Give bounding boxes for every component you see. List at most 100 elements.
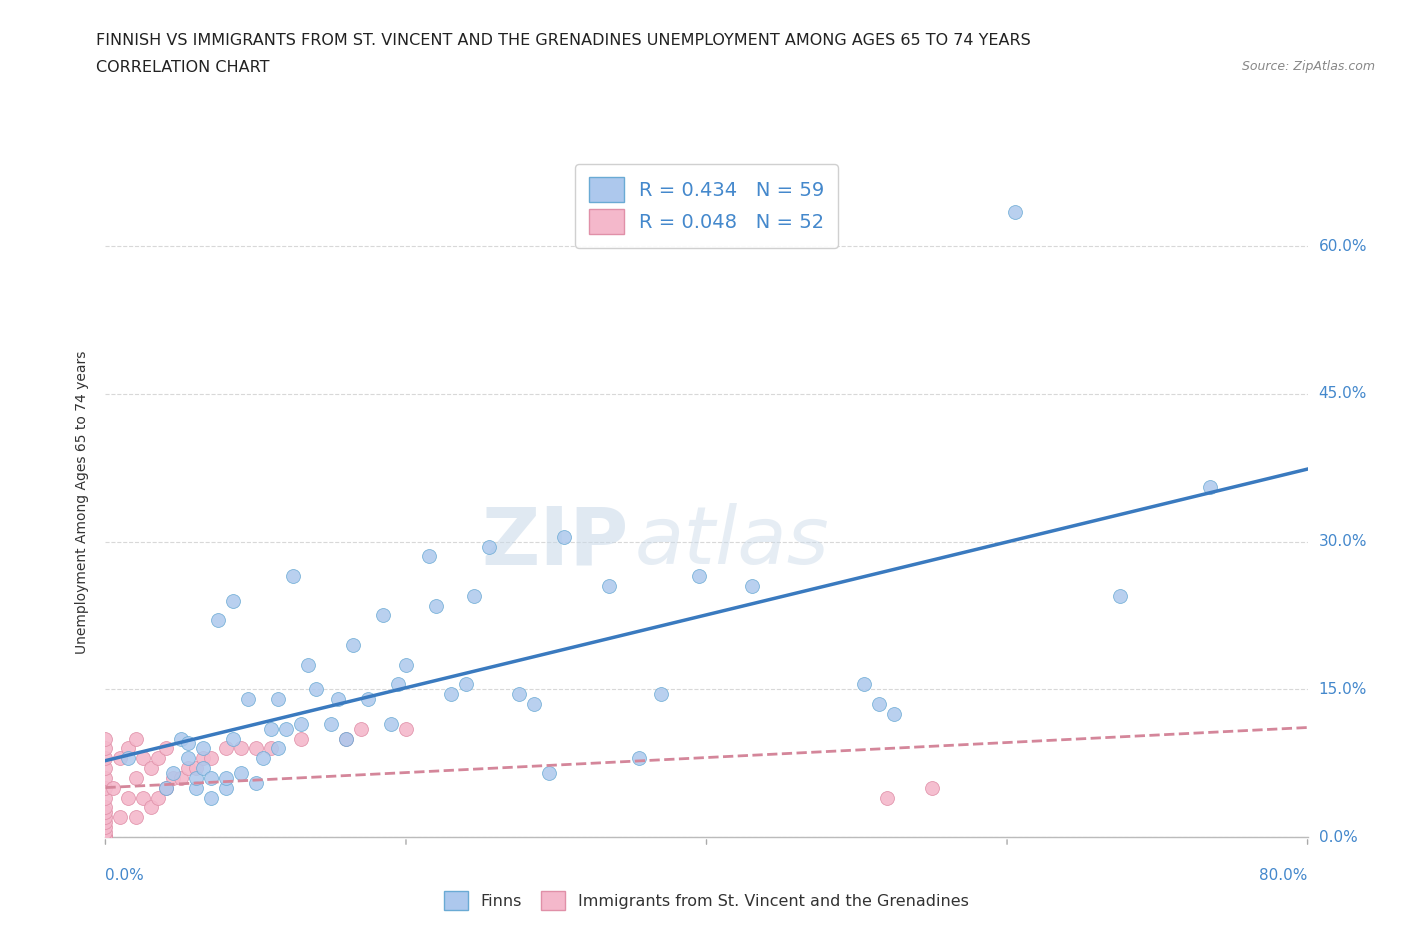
Point bbox=[132, 790, 155, 805]
Point bbox=[177, 751, 200, 765]
Point bbox=[94, 761, 117, 776]
Point bbox=[124, 731, 146, 746]
Y-axis label: Unemployment Among Ages 65 to 74 years: Unemployment Among Ages 65 to 74 years bbox=[76, 351, 90, 654]
Point bbox=[94, 805, 117, 820]
Point bbox=[94, 819, 117, 834]
Point bbox=[1199, 480, 1222, 495]
Point bbox=[139, 761, 162, 776]
Text: 15.0%: 15.0% bbox=[1319, 682, 1367, 697]
Point bbox=[110, 810, 132, 825]
Point bbox=[94, 800, 117, 815]
Point bbox=[117, 751, 139, 765]
Point bbox=[184, 780, 207, 795]
Legend: Finns, Immigrants from St. Vincent and the Grenadines: Finns, Immigrants from St. Vincent and t… bbox=[437, 884, 976, 916]
Point bbox=[94, 830, 117, 844]
Point bbox=[387, 677, 409, 692]
Point bbox=[373, 608, 395, 623]
Point bbox=[454, 677, 477, 692]
Point bbox=[868, 697, 890, 711]
Point bbox=[191, 751, 214, 765]
Point bbox=[350, 722, 373, 737]
Point bbox=[191, 741, 214, 756]
Point bbox=[627, 751, 650, 765]
Point bbox=[440, 686, 463, 701]
Point bbox=[245, 776, 267, 790]
Point bbox=[94, 825, 117, 840]
Point bbox=[921, 780, 943, 795]
Point bbox=[184, 770, 207, 785]
Point bbox=[124, 810, 146, 825]
Point bbox=[290, 731, 312, 746]
Point bbox=[124, 770, 146, 785]
Point bbox=[853, 677, 876, 692]
Text: CORRELATION CHART: CORRELATION CHART bbox=[96, 60, 269, 75]
Text: 0.0%: 0.0% bbox=[1319, 830, 1357, 844]
Text: atlas: atlas bbox=[634, 503, 830, 581]
Point bbox=[319, 716, 342, 731]
Point bbox=[883, 707, 905, 722]
Point bbox=[328, 692, 350, 707]
Point bbox=[94, 810, 117, 825]
Point bbox=[94, 731, 117, 746]
Point bbox=[267, 692, 290, 707]
Point bbox=[380, 716, 402, 731]
Point bbox=[155, 780, 177, 795]
Point bbox=[94, 815, 117, 830]
Point bbox=[1108, 589, 1130, 604]
Point bbox=[214, 780, 236, 795]
Point bbox=[508, 686, 530, 701]
Point bbox=[94, 751, 117, 765]
Point bbox=[418, 549, 440, 564]
Point bbox=[395, 658, 418, 672]
Point bbox=[191, 761, 214, 776]
Point bbox=[200, 751, 222, 765]
Point bbox=[94, 830, 117, 844]
Point bbox=[177, 736, 200, 751]
Point bbox=[101, 780, 124, 795]
Point bbox=[741, 578, 763, 593]
Point bbox=[94, 830, 117, 844]
Text: 45.0%: 45.0% bbox=[1319, 386, 1367, 402]
Point bbox=[290, 716, 312, 731]
Point bbox=[238, 692, 260, 707]
Point bbox=[537, 765, 560, 780]
Point bbox=[260, 741, 283, 756]
Point bbox=[229, 741, 252, 756]
Point bbox=[207, 613, 229, 628]
Point bbox=[222, 593, 245, 608]
Point bbox=[274, 722, 297, 737]
Point bbox=[598, 578, 620, 593]
Point bbox=[177, 761, 200, 776]
Point bbox=[335, 731, 357, 746]
Point bbox=[110, 751, 132, 765]
Point bbox=[94, 830, 117, 844]
Point bbox=[200, 790, 222, 805]
Point bbox=[283, 568, 305, 583]
Point bbox=[260, 722, 283, 737]
Point bbox=[553, 529, 575, 544]
Point bbox=[245, 741, 267, 756]
Point bbox=[94, 830, 117, 844]
Point bbox=[650, 686, 672, 701]
Point bbox=[146, 790, 169, 805]
Point bbox=[395, 722, 418, 737]
Point bbox=[252, 751, 274, 765]
Point bbox=[523, 697, 546, 711]
Point bbox=[94, 790, 117, 805]
Point bbox=[162, 770, 184, 785]
Point bbox=[305, 682, 328, 697]
Text: 80.0%: 80.0% bbox=[1260, 868, 1308, 883]
Point bbox=[425, 598, 447, 613]
Point bbox=[94, 741, 117, 756]
Point bbox=[229, 765, 252, 780]
Point bbox=[335, 731, 357, 746]
Text: ZIP: ZIP bbox=[481, 503, 628, 581]
Point bbox=[357, 692, 380, 707]
Point bbox=[184, 761, 207, 776]
Point bbox=[478, 539, 501, 554]
Point bbox=[214, 770, 236, 785]
Point bbox=[117, 741, 139, 756]
Point bbox=[94, 830, 117, 844]
Point bbox=[342, 638, 364, 653]
Point bbox=[267, 741, 290, 756]
